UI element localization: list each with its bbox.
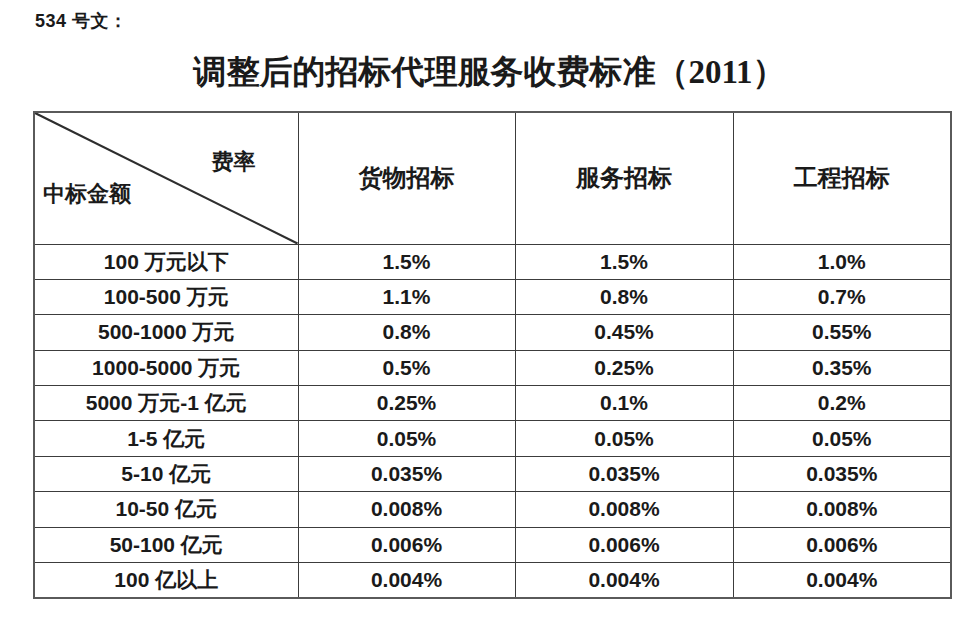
row-label-cell: 100-500 万元 bbox=[34, 279, 298, 314]
rate-value-cell: 0.25% bbox=[298, 386, 515, 421]
row-label-cell: 1000-5000 万元 bbox=[34, 350, 298, 385]
rate-value-cell: 0.008% bbox=[733, 492, 951, 527]
rate-value-cell: 0.1% bbox=[515, 386, 733, 421]
rate-value-cell: 0.004% bbox=[298, 563, 515, 598]
rate-value-cell: 0.45% bbox=[515, 315, 733, 350]
col-header-engineering-tender: 工程招标 bbox=[733, 112, 951, 244]
table-row: 1-5 亿元 0.05% 0.05% 0.05% bbox=[34, 421, 951, 456]
rate-value-cell: 0.7% bbox=[733, 279, 951, 314]
rate-value-cell: 0.05% bbox=[733, 421, 951, 456]
rate-value-cell: 0.008% bbox=[298, 492, 515, 527]
row-label-cell: 1-5 亿元 bbox=[34, 421, 298, 456]
row-label-cell: 100 亿以上 bbox=[34, 563, 298, 598]
corner-bid-amount-label: 中标金额 bbox=[43, 179, 131, 209]
row-label-cell: 5000 万元-1 亿元 bbox=[34, 386, 298, 421]
rate-value-cell: 0.25% bbox=[515, 350, 733, 385]
rate-value-cell: 0.05% bbox=[515, 421, 733, 456]
table-row: 10-50 亿元 0.008% 0.008% 0.008% bbox=[34, 492, 951, 527]
doc-number-label: 534 号文： bbox=[35, 9, 128, 33]
rate-value-cell: 0.035% bbox=[298, 456, 515, 491]
rate-value-cell: 0.05% bbox=[298, 421, 515, 456]
row-label-cell: 500-1000 万元 bbox=[34, 315, 298, 350]
table-row: 100-500 万元 1.1% 0.8% 0.7% bbox=[34, 279, 951, 314]
table-header-row: 费率 中标金额 货物招标 服务招标 工程招标 bbox=[34, 112, 951, 244]
rate-value-cell: 0.35% bbox=[733, 350, 951, 385]
page-title: 调整后的招标代理服务收费标准（2011） bbox=[0, 50, 979, 95]
row-label-cell: 50-100 亿元 bbox=[34, 527, 298, 562]
rate-value-cell: 0.008% bbox=[515, 492, 733, 527]
rate-value-cell: 0.004% bbox=[733, 563, 951, 598]
diagonal-corner-cell: 费率 中标金额 bbox=[34, 112, 298, 244]
row-label-cell: 5-10 亿元 bbox=[34, 456, 298, 491]
rate-value-cell: 0.035% bbox=[515, 456, 733, 491]
rate-value-cell: 0.006% bbox=[515, 527, 733, 562]
row-label-cell: 10-50 亿元 bbox=[34, 492, 298, 527]
rate-value-cell: 0.004% bbox=[515, 563, 733, 598]
rate-value-cell: 0.035% bbox=[733, 456, 951, 491]
rate-value-cell: 0.2% bbox=[733, 386, 951, 421]
rate-value-cell: 1.0% bbox=[733, 244, 951, 279]
fee-rate-table: 费率 中标金额 货物招标 服务招标 工程招标 100 万元以下 1.5% 1.5… bbox=[33, 111, 952, 599]
rate-value-cell: 0.8% bbox=[515, 279, 733, 314]
rate-value-cell: 1.1% bbox=[298, 279, 515, 314]
rate-value-cell: 0.55% bbox=[733, 315, 951, 350]
rate-value-cell: 1.5% bbox=[515, 244, 733, 279]
rate-value-cell: 0.8% bbox=[298, 315, 515, 350]
table-row: 50-100 亿元 0.006% 0.006% 0.006% bbox=[34, 527, 951, 562]
rate-value-cell: 0.5% bbox=[298, 350, 515, 385]
rate-value-cell: 0.006% bbox=[733, 527, 951, 562]
col-header-service-tender: 服务招标 bbox=[515, 112, 733, 244]
table-row: 5000 万元-1 亿元 0.25% 0.1% 0.2% bbox=[34, 386, 951, 421]
table-row: 1000-5000 万元 0.5% 0.25% 0.35% bbox=[34, 350, 951, 385]
corner-fee-rate-label: 费率 bbox=[212, 147, 256, 177]
row-label-cell: 100 万元以下 bbox=[34, 244, 298, 279]
table-row: 500-1000 万元 0.8% 0.45% 0.55% bbox=[34, 315, 951, 350]
col-header-goods-tender: 货物招标 bbox=[298, 112, 515, 244]
rate-value-cell: 1.5% bbox=[298, 244, 515, 279]
rate-value-cell: 0.006% bbox=[298, 527, 515, 562]
table-row: 100 万元以下 1.5% 1.5% 1.0% bbox=[34, 244, 951, 279]
table-row: 5-10 亿元 0.035% 0.035% 0.035% bbox=[34, 456, 951, 491]
table-row: 100 亿以上 0.004% 0.004% 0.004% bbox=[34, 563, 951, 598]
